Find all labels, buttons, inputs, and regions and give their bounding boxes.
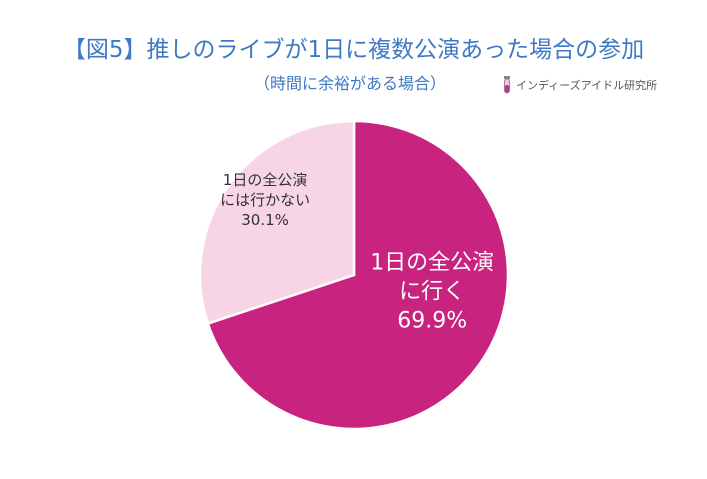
slice-value-label: 69.9% (397, 309, 467, 334)
pie-slice-2 (198, 119, 356, 326)
test-tube-icon (504, 76, 510, 94)
chart-subtitle: （時間に余裕がある場合） (253, 74, 446, 93)
brand-credit: インディーズアイドル研究所 (502, 75, 657, 95)
slice-value-label: 30.1% (241, 211, 289, 229)
slice-label-line-2: に行く (399, 280, 465, 305)
chart-title: 【図5】推しのライブが1日に複数公演あった場合の参加 (62, 37, 645, 63)
pie-slice-1 (206, 119, 510, 431)
slice-label-line-1: 1日の全公演 (370, 251, 494, 276)
slice-label-2: 1日の全公演には行かない 30.1% (220, 171, 310, 229)
slice-label-1: 1日の全公演に行く 69.9% (370, 251, 494, 334)
slice-label-line-2: には行かない (220, 191, 310, 209)
brand-name: インディーズアイドル研究所 (516, 79, 658, 92)
slice-label-line-1: 1日の全公演 (223, 171, 308, 189)
